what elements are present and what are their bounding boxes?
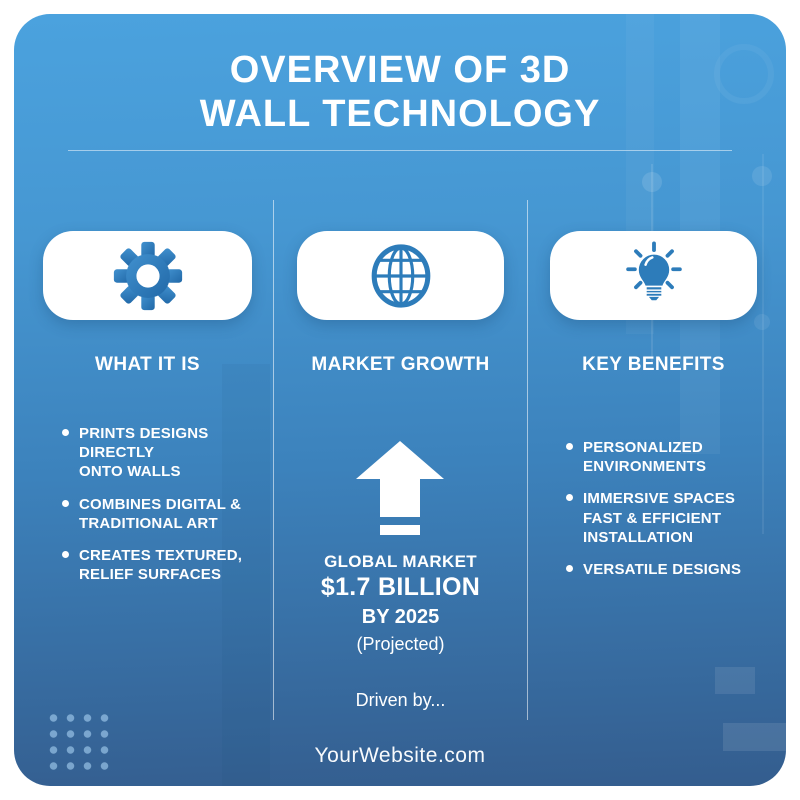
key-benefits-list: PERSONALIZED ENVIRONMENTS IMMERSIVE SPAC…	[566, 438, 762, 579]
column-divider-right	[527, 200, 528, 720]
what-it-is-heading: WHAT IT IS	[95, 354, 200, 375]
what-it-is-card	[43, 231, 252, 320]
page-title-line1: OVERVIEW OF 3D	[229, 49, 571, 91]
corner-rectangle-decoration	[715, 667, 755, 694]
bullet-dot	[566, 494, 573, 502]
website-link[interactable]: YourWebsite.com	[314, 744, 486, 767]
list-item: VERSATILE DESIGNS	[566, 560, 762, 579]
list-item-text: PERSONALIZED ENVIRONMENTS	[583, 439, 707, 476]
global-market-label: GLOBAL MARKET	[324, 552, 477, 571]
globe-icon	[365, 238, 437, 314]
lightbulb-icon	[618, 240, 690, 312]
market-qualifier: (Projected)	[356, 634, 445, 654]
circuit-node	[642, 172, 662, 192]
what-it-is-list: PRINTS DESIGNS DIRECTLY ONTO WALLS COMBI…	[62, 424, 254, 584]
list-item: PRINTS DESIGNS DIRECTLY ONTO WALLS	[62, 424, 254, 482]
list-item: COMBINES DIGITAL & TRADITIONAL ART	[62, 495, 254, 533]
bullet-dot	[566, 564, 573, 572]
market-growth-card	[297, 231, 504, 320]
bullet-dot	[62, 550, 69, 558]
market-value: $1.7 BILLION	[320, 573, 481, 601]
list-item-text: VERSATILE DESIGNS	[583, 560, 742, 578]
market-growth-heading: MARKET GROWTH	[311, 354, 490, 375]
page-title: OVERVIEW OF 3D WALL TECHNOLOGY	[14, 48, 786, 137]
circuit-line	[762, 154, 764, 534]
up-arrow-icon	[356, 441, 444, 544]
list-item: PERSONALIZED ENVIRONMENTS	[566, 438, 762, 476]
list-item-text: IMMERSIVE SPACES FAST & EFFICIENT INSTAL…	[583, 490, 736, 546]
infographic-panel: OVERVIEW OF 3D WALL TECHNOLOGY	[14, 14, 786, 786]
key-benefits-card	[550, 231, 757, 320]
list-item-text: CREATES TEXTURED, RELIEF SURFACES	[79, 546, 243, 584]
gear-icon	[109, 237, 187, 315]
list-item: IMMERSIVE SPACES FAST & EFFICIENT INSTAL…	[566, 489, 762, 547]
key-benefits-heading: KEY BENEFITS	[582, 354, 725, 375]
list-item-text: PRINTS DESIGNS DIRECTLY ONTO WALLS	[79, 425, 209, 481]
market-driver-note: Driven by...	[355, 690, 446, 710]
bullet-dot	[566, 443, 573, 450]
circuit-node	[754, 314, 770, 330]
circuit-node	[752, 166, 772, 186]
market-timeframe: BY 2025	[361, 606, 440, 628]
list-item: CREATES TEXTURED, RELIEF SURFACES	[62, 546, 254, 584]
title-divider	[68, 150, 732, 151]
list-item-text: COMBINES DIGITAL & TRADITIONAL ART	[79, 495, 242, 532]
bullet-dot	[62, 499, 69, 507]
bullet-dot	[62, 429, 69, 436]
column-divider-left	[273, 200, 274, 720]
page-title-line2: WALL TECHNOLOGY	[199, 93, 601, 136]
